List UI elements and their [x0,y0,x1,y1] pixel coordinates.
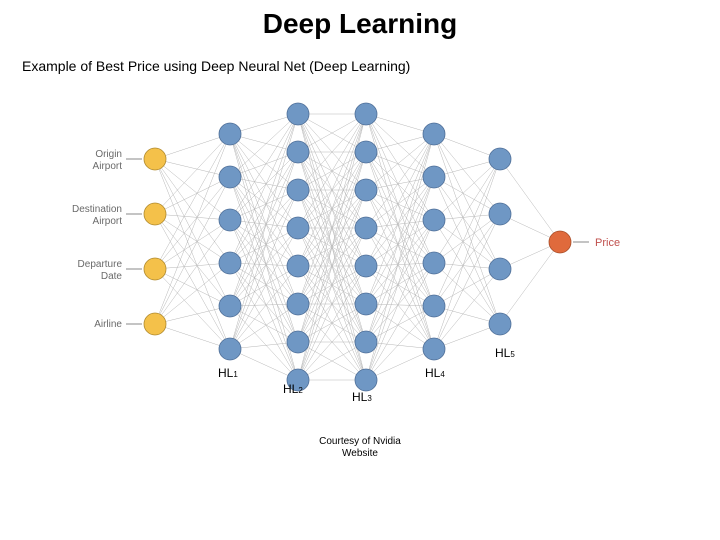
image-credit: Courtesy of Nvidia Website [0,436,720,460]
neuron-node [423,295,445,317]
hidden-layer-label: HL5 [495,346,515,360]
page-title: Deep Learning [0,0,720,40]
neuron-node [355,369,377,391]
neural-net-diagram: OriginAirportDestinationAirportDeparture… [0,74,720,434]
neuron-node [355,255,377,277]
neuron-node [287,217,309,239]
credit-line-2: Website [342,448,378,459]
neuron-node [355,331,377,353]
neuron-node [489,148,511,170]
neuron-node [423,252,445,274]
input-label: Departure [78,259,123,270]
hidden-layer-label: HL2 [283,382,303,396]
neuron-node [287,141,309,163]
neuron-node [423,123,445,145]
hidden-layer-label: HL3 [352,390,372,404]
neuron-node [549,231,571,253]
neuron-node [287,331,309,353]
neuron-node [219,295,241,317]
neuron-node [355,293,377,315]
neuron-node [489,203,511,225]
output-label: Price [595,237,620,249]
neuron-node [287,103,309,125]
neuron-node [287,179,309,201]
neuron-node [287,255,309,277]
neuron-node [144,258,166,280]
neuron-node [423,166,445,188]
input-label: Airport [93,161,123,172]
neuron-node [355,179,377,201]
neuron-node [219,209,241,231]
hidden-layer-label: HL4 [425,366,445,380]
input-label: Origin [95,149,122,160]
neuron-node [355,217,377,239]
neuron-node [219,166,241,188]
subtitle: Example of Best Price using Deep Neural … [0,40,720,74]
credit-line-1: Courtesy of Nvidia [319,436,401,447]
neuron-node [144,313,166,335]
neuron-node [219,123,241,145]
neuron-node [423,209,445,231]
input-label: Date [101,271,123,282]
neuron-node [219,338,241,360]
input-label: Destination [72,204,122,215]
neuron-node [489,258,511,280]
neuron-node [423,338,445,360]
neuron-node [489,313,511,335]
neuron-node [144,148,166,170]
io-labels: OriginAirportDestinationAirportDeparture… [72,149,620,330]
neuron-node [355,103,377,125]
neuron-node [219,252,241,274]
neuron-node [355,141,377,163]
input-label: Airport [93,216,123,227]
neuron-node [287,293,309,315]
input-label: Airline [94,319,122,330]
hidden-layer-label: HL1 [218,366,238,380]
neuron-node [144,203,166,225]
